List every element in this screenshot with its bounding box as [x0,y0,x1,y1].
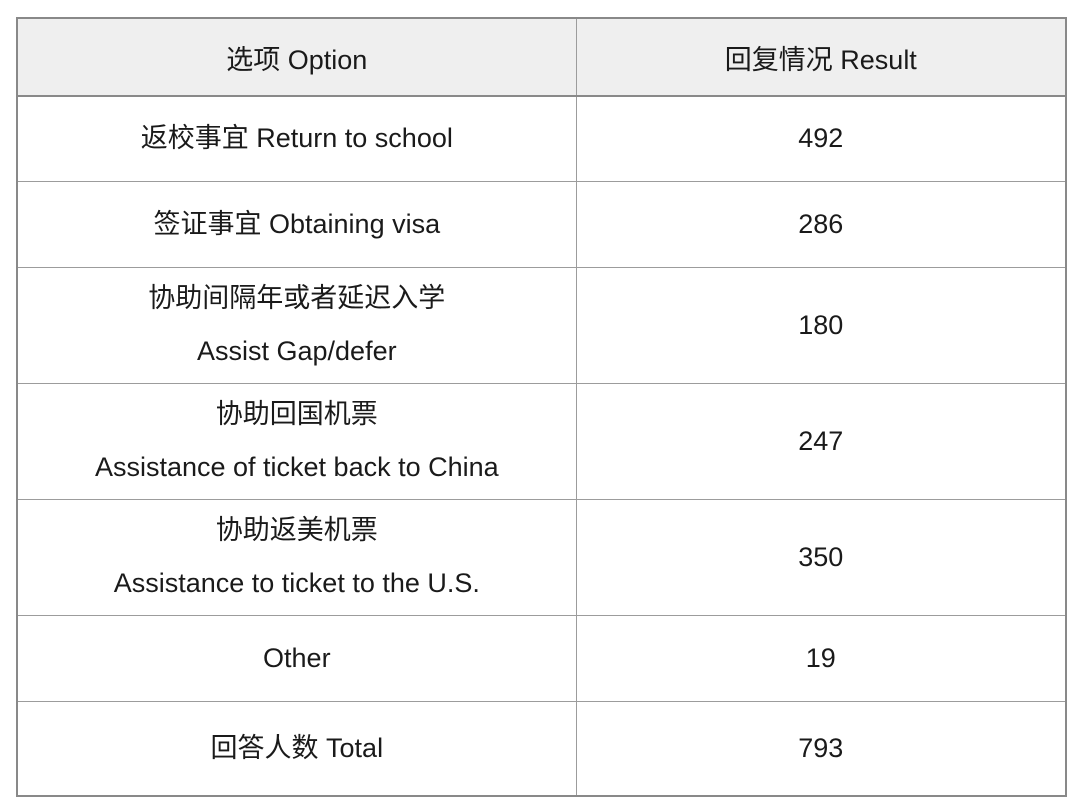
option-cell: 协助返美机票 Assistance to ticket to the U.S. [16,498,577,616]
option-label-en: Assist Gap/defer [197,336,397,366]
table-header: 选项 Option 回复情况 Result [16,17,1067,97]
option-cell: 回答人数 Total [16,700,577,797]
survey-results-table-container: 选项 Option 回复情况 Result 返校事宜 Return to sch… [16,17,1067,797]
table-row-return-to-school: 返校事宜 Return to school 492 [16,95,1067,182]
option-label-zh: 协助回国机票 [215,399,378,429]
option-label-en: Assistance of ticket back to China [94,452,499,482]
table-row-ticket-back-to-china: 协助回国机票 Assistance of ticket back to Chin… [16,382,1067,500]
option-label-zh: 协助返美机票 [215,515,378,545]
option-label: Other [263,642,331,673]
result-cell: 793 [575,700,1067,797]
option-label-zh: 协助间隔年或者延迟入学 [148,283,446,313]
option-label: 回答人数 Total [210,732,384,763]
result-cell: 19 [575,614,1067,702]
table-row-obtaining-visa: 签证事宜 Obtaining visa 286 [16,180,1067,268]
header-cell-result: 回复情况 Result [575,17,1067,97]
table-row-total: 回答人数 Total 793 [16,700,1067,797]
result-cell: 286 [575,180,1067,268]
option-cell: 协助间隔年或者延迟入学 Assist Gap/defer [16,266,577,384]
header-cell-option: 选项 Option [16,17,577,97]
option-cell: Other [16,614,577,702]
option-label-en: Assistance to ticket to the U.S. [113,568,480,598]
option-label: 返校事宜 Return to school [140,123,453,154]
result-cell: 247 [575,382,1067,500]
table-row-other: Other 19 [16,614,1067,702]
result-cell: 492 [575,95,1067,182]
result-cell: 350 [575,498,1067,616]
table-row-gap-defer: 协助间隔年或者延迟入学 Assist Gap/defer 180 [16,266,1067,384]
option-cell: 返校事宜 Return to school [16,95,577,182]
option-cell: 协助回国机票 Assistance of ticket back to Chin… [16,382,577,500]
header-row: 选项 Option 回复情况 Result [16,17,1067,97]
survey-results-table: 选项 Option 回复情况 Result 返校事宜 Return to sch… [16,17,1067,797]
result-cell: 180 [575,266,1067,384]
option-cell: 签证事宜 Obtaining visa [16,180,577,268]
table-row-ticket-to-us: 协助返美机票 Assistance to ticket to the U.S. … [16,498,1067,616]
option-label: 签证事宜 Obtaining visa [153,208,441,239]
